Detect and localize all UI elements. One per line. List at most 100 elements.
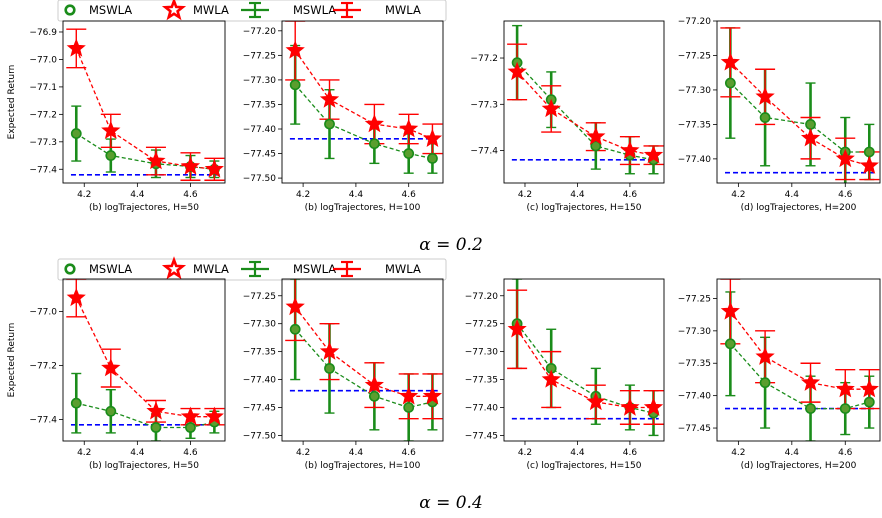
legend-label: MWLA	[385, 262, 421, 276]
mwla-point	[285, 40, 305, 59]
legend-label: MWLA	[193, 262, 229, 276]
x-tick-label: 4.6	[838, 190, 853, 200]
mswla-point	[427, 153, 438, 164]
mwla-point	[859, 379, 879, 398]
y-tick-label: −77.2	[29, 110, 57, 120]
mwla-point	[422, 128, 443, 147]
mwla-line	[516, 71, 654, 156]
alpha-caption: α = 0.4	[419, 493, 483, 513]
x-tick-label: 4.4	[785, 448, 800, 458]
y-tick-label: −77.3	[470, 100, 498, 110]
x-tick-label: 4.6	[402, 190, 417, 200]
x-axis-label: (b) logTrajectores, H=100	[305, 203, 421, 213]
x-tick-label: 4.6	[623, 448, 638, 458]
mwla-line	[294, 306, 433, 397]
panel-frame	[716, 278, 881, 442]
plot-area	[720, 279, 880, 441]
x-tick-label: 4.6	[402, 448, 417, 458]
mwla-point	[66, 38, 86, 57]
plot-area	[66, 279, 225, 441]
x-tick-label: 4.6	[183, 190, 198, 200]
mwla-line	[729, 311, 870, 390]
x-axis-label: (b) logTrajectores, H=50	[89, 461, 199, 471]
y-tick-label: −77.3	[29, 138, 57, 148]
mwla-line	[516, 328, 654, 409]
mswla-point	[185, 422, 196, 433]
mwla-point	[835, 379, 855, 398]
mwla-point	[586, 391, 606, 411]
mswla-point	[805, 403, 816, 414]
mwla-point	[859, 155, 879, 174]
y-tick-label: −77.4	[29, 415, 57, 425]
mwla-point	[180, 156, 201, 175]
y-tick-label: −77.40	[243, 376, 277, 386]
mswla-point	[759, 112, 771, 123]
y-tick-label: −77.30	[678, 86, 712, 96]
y-tick-label: −76.9	[29, 28, 57, 38]
panel-frame	[281, 278, 444, 442]
mwla-line	[75, 297, 215, 418]
mwla-point	[755, 346, 775, 365]
mswla-point	[105, 405, 117, 417]
mwla-point	[146, 150, 166, 170]
x-tick-label: 4.6	[838, 448, 853, 458]
mswla-line	[516, 62, 654, 161]
y-tick-label: −77.0	[29, 307, 57, 317]
x-axis-label: (c) logTrajectores, H=150	[527, 461, 642, 471]
mwla-point	[755, 86, 775, 105]
legend-label: MWLA	[385, 3, 421, 17]
mwla-point	[507, 319, 527, 338]
legend-label: MSWLA	[89, 3, 132, 17]
panel-frame	[281, 20, 444, 184]
x-axis-label: (b) logTrajectores, H=100	[305, 461, 421, 471]
plot-area	[66, 28, 225, 181]
y-tick-label: −77.20	[465, 292, 499, 302]
y-tick-label: −77.25	[243, 292, 276, 302]
mwla-point	[101, 120, 121, 139]
mswla-point	[70, 128, 82, 139]
plot-area	[507, 279, 664, 437]
mswla-point	[805, 119, 816, 130]
mswla-point	[289, 323, 301, 335]
x-tick-label: 4.4	[785, 190, 800, 200]
mwla-point	[620, 397, 640, 416]
y-tick-label: −77.40	[243, 125, 277, 135]
y-tick-label: −77.50	[243, 174, 277, 184]
mwla-point	[720, 52, 740, 71]
panel-2: −77.25 −77.30 −77.35 −77.40 −77.45 −77.50 4.2 4…	[243, 278, 444, 471]
x-tick-label: 4.4	[349, 190, 364, 200]
mwla-point	[399, 386, 419, 405]
mwla-point	[586, 126, 606, 145]
mswla-line	[294, 84, 433, 160]
panel-frame	[62, 20, 226, 184]
y-tick-label: −77.35	[465, 376, 498, 386]
x-tick-label: 4.2	[518, 448, 532, 458]
legend-marker-circle	[64, 4, 76, 16]
y-tick-label: −77.0	[29, 55, 57, 65]
mswla-point	[289, 79, 301, 91]
plot-area	[285, 21, 443, 174]
y-tick-label: −77.25	[243, 51, 276, 61]
mswla-point	[403, 148, 415, 159]
mswla-point	[368, 390, 380, 402]
y-tick-label: −77.45	[243, 403, 276, 413]
x-tick-label: 4.4	[130, 448, 145, 458]
mwla-point	[422, 386, 443, 405]
legend-marker-star	[161, 0, 187, 21]
mwla-point	[319, 89, 340, 108]
mswla-point	[368, 138, 380, 150]
y-tick-label: −77.45	[465, 431, 498, 441]
x-tick-label: 4.4	[130, 190, 145, 200]
panel-frame	[62, 278, 226, 442]
x-axis-label: (d) logTrajectores, H=200	[741, 203, 857, 213]
mwla-point	[643, 145, 664, 164]
mswla-line	[76, 402, 215, 429]
mswla-point	[70, 397, 82, 409]
mswla-point	[759, 377, 771, 389]
legend-marker-circle	[64, 263, 76, 275]
y-tick-label: −77.35	[678, 120, 711, 130]
mwla-point	[180, 406, 201, 425]
mwla-point	[720, 301, 740, 320]
mswla-line	[516, 323, 654, 414]
